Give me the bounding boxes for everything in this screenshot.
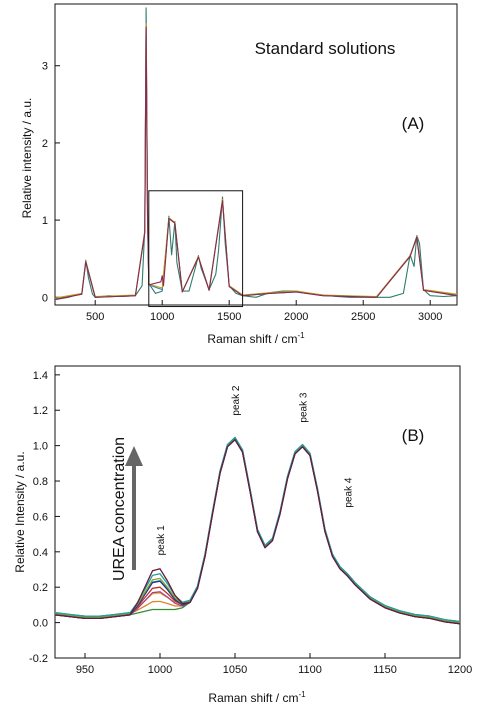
- panel-b-ytick-label: 0.2: [33, 582, 48, 594]
- panel-a-ylabel: Relative intensity / a.u.: [20, 98, 34, 219]
- panel-a-xlabel: Raman shift / cm-1: [207, 331, 305, 346]
- panel-a-xtick-label: 1500: [217, 311, 241, 323]
- panel-a-ytick-label: 2: [42, 138, 48, 150]
- panel-b-ytick-label: 1.2: [33, 405, 48, 417]
- panel-a-xtick-label: 500: [86, 311, 104, 323]
- panel-b-xtick-label: 1200: [448, 664, 472, 676]
- panel-b-ytick-label: 0.6: [33, 511, 48, 523]
- panel-a-series-line: [54, 26, 458, 301]
- panel-a-ytick-label: 0: [42, 292, 48, 304]
- panel-b-frame: [54, 365, 461, 659]
- panel-a-xtick-label: 2000: [284, 311, 308, 323]
- panel-a-zoom-box: [148, 190, 244, 308]
- peak-label: peak 1: [156, 525, 167, 555]
- concentration-arrow-icon: [125, 446, 143, 570]
- panel-a-frame: [54, 3, 458, 306]
- peak-label: peak 3: [299, 392, 310, 422]
- panel-b-ytick-label: 0.0: [33, 618, 48, 630]
- panel-a-xtick-label: 3000: [418, 311, 442, 323]
- panel-b-xtick-label: 950: [76, 664, 94, 676]
- panel-b-xlabel: Raman shift / cm-1: [208, 690, 306, 705]
- panel-a-series-line: [54, 22, 458, 299]
- panel-b: 950 1000 1050 1100 1150 1200 -0.2 0.0 0.2 0.4 0.6 0…: [13, 365, 472, 705]
- panel-b-ytick-label: -0.2: [29, 653, 48, 665]
- panel-a-label: (A): [402, 114, 425, 133]
- panel-b-ytick-label: 0.4: [33, 547, 48, 559]
- panel-a-xtick-label: 1000: [150, 311, 174, 323]
- peak-label: peak 4: [344, 477, 355, 507]
- panel-a-ytick-label: 3: [42, 61, 48, 73]
- panel-a-xtick-label: 2500: [351, 311, 375, 323]
- peak-label: peak 2: [231, 385, 242, 415]
- panel-b-ytick-label: 0.8: [33, 476, 48, 488]
- panel-b-ytick-label: 1.0: [33, 441, 48, 453]
- panel-b-xtick-label: 1100: [298, 664, 322, 676]
- panel-a-ytick-label: 1: [42, 215, 48, 227]
- panel-a-plot-area: 500 1000 1500 2000 2500 3000 0 1 2 3: [42, 7, 458, 323]
- panel-b-series-line: [54, 438, 461, 625]
- panel-a-series-line: [54, 18, 458, 300]
- panel-b-xtick-label: 1000: [148, 664, 172, 676]
- urea-concentration-label: UREA concentration: [111, 437, 128, 581]
- panel-b-ylabel: Relative Intensity / a.u.: [13, 451, 27, 572]
- panel-b-xtick-label: 1050: [223, 664, 247, 676]
- panel-b-plot-area: 950 1000 1050 1100 1150 1200 -0.2 0.0 0.2 0.4 0.6 0…: [29, 370, 472, 676]
- panel-b-ytick-label: 1.4: [33, 370, 48, 382]
- panel-a-title: Standard solutions: [255, 39, 396, 58]
- panel-b-xtick-label: 1150: [373, 664, 397, 676]
- panel-b-label: (B): [402, 426, 425, 445]
- panel-a: 500 1000 1500 2000 2500 3000 0 1 2 3 Standard sol…: [20, 3, 458, 346]
